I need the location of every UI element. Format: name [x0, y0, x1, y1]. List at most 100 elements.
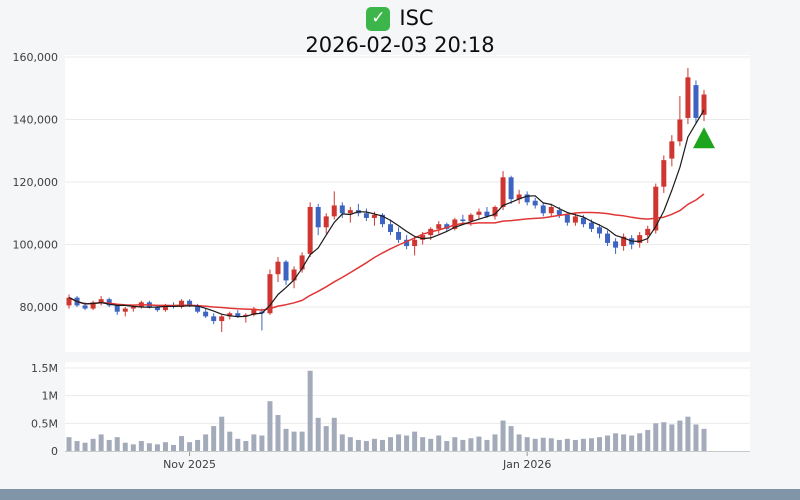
volume-tick-label: 1.5M: [31, 362, 58, 375]
volume-bar: [572, 439, 578, 451]
volume-bar: [637, 433, 643, 451]
checkbox-emoji-icon: ✓: [366, 6, 391, 31]
candle-down: [363, 213, 369, 218]
candle-up: [371, 214, 377, 218]
candle-up: [653, 186, 659, 231]
volume-bar: [645, 429, 651, 451]
volume-bar: [508, 426, 514, 451]
volume-bar: [548, 438, 554, 451]
candle-down: [339, 205, 345, 214]
volume-bar: [235, 438, 241, 451]
volume-bar: [283, 428, 289, 451]
volume-bar: [685, 416, 691, 451]
candle-up: [162, 305, 168, 311]
volume-bar: [275, 415, 281, 451]
volume-bar: [138, 441, 144, 451]
candle-up: [291, 269, 297, 281]
price-tick-label: 120,000: [13, 176, 59, 189]
candle-up: [130, 307, 136, 309]
candle-down: [154, 307, 160, 311]
candle-up: [347, 210, 353, 214]
volume-bar: [179, 436, 185, 451]
volume-bar: [556, 439, 562, 451]
volume-bar: [243, 441, 249, 451]
candle-down: [283, 261, 289, 281]
volume-bar: [331, 417, 337, 451]
buy-signal-marker-icon: [693, 127, 715, 149]
candle-down: [315, 207, 321, 228]
candle-up: [66, 297, 72, 306]
candle-down: [460, 219, 466, 222]
volume-bar: [436, 435, 442, 451]
candle-down: [532, 200, 538, 206]
candle-up: [227, 313, 233, 317]
volume-bar: [371, 438, 377, 451]
volume-bar: [460, 439, 466, 451]
volume-bar: [251, 434, 257, 451]
candle-down: [396, 232, 402, 240]
volume-bar: [219, 416, 225, 451]
symbol-title: ISC: [399, 6, 434, 30]
candle-up: [492, 207, 498, 217]
volume-bar: [476, 436, 482, 451]
volume-bar: [323, 426, 329, 451]
volume-bar: [307, 370, 313, 451]
candle-up: [299, 255, 305, 270]
volume-bar: [170, 444, 176, 451]
candle-up: [548, 207, 554, 214]
volume-bar: [227, 431, 233, 451]
candle-up: [436, 224, 442, 229]
candle-up: [621, 236, 627, 247]
candle-up: [572, 216, 578, 223]
candle-down: [484, 211, 490, 217]
candle-down: [508, 177, 514, 200]
volume-bar: [597, 437, 603, 451]
candle-up: [251, 308, 257, 315]
volume-bars: [66, 370, 707, 451]
title-row: ✓ ISC: [0, 5, 800, 32]
candle-down: [693, 85, 699, 118]
candle-up: [452, 219, 458, 229]
candle-down: [195, 305, 201, 312]
volume-bar: [114, 437, 120, 451]
candle-up: [90, 302, 96, 309]
volume-bar: [524, 437, 530, 451]
candle-down: [564, 214, 570, 223]
volume-bar: [187, 442, 193, 451]
volume-bar: [444, 441, 450, 451]
volume-bar: [629, 435, 635, 451]
volume-bar: [122, 442, 128, 451]
candle-up: [685, 77, 691, 118]
ma-long-line: [68, 193, 705, 311]
candle-down: [114, 305, 120, 312]
volume-bar: [267, 401, 273, 451]
volume-bar: [299, 431, 305, 451]
candle-up: [669, 141, 675, 159]
candle-down: [540, 205, 546, 214]
chart-panels: [65, 55, 750, 452]
candle-up: [516, 194, 522, 200]
volume-bar: [379, 439, 385, 451]
volume-bar: [195, 439, 201, 451]
candle-down: [605, 233, 611, 243]
candle-up: [307, 207, 313, 254]
volume-gridlines: [65, 367, 750, 452]
volume-bar: [130, 444, 136, 451]
chart-header: ✓ ISC 2026-02-03 20:18: [0, 5, 800, 57]
candle-down: [379, 214, 385, 225]
volume-bar: [74, 441, 80, 451]
candle-up: [267, 274, 273, 314]
volume-bar: [693, 424, 699, 451]
price-tick-label: 140,000: [13, 114, 59, 127]
candle-up: [661, 160, 667, 187]
candle-down: [580, 217, 586, 225]
candle-up: [412, 239, 418, 247]
volume-bar: [162, 442, 168, 451]
volume-bar: [621, 434, 627, 451]
candle-up: [219, 316, 225, 322]
volume-bar: [588, 438, 594, 451]
volume-tick-label: 0: [51, 445, 58, 458]
volume-bar: [82, 442, 88, 451]
price-tick-label: 100,000: [13, 239, 59, 252]
